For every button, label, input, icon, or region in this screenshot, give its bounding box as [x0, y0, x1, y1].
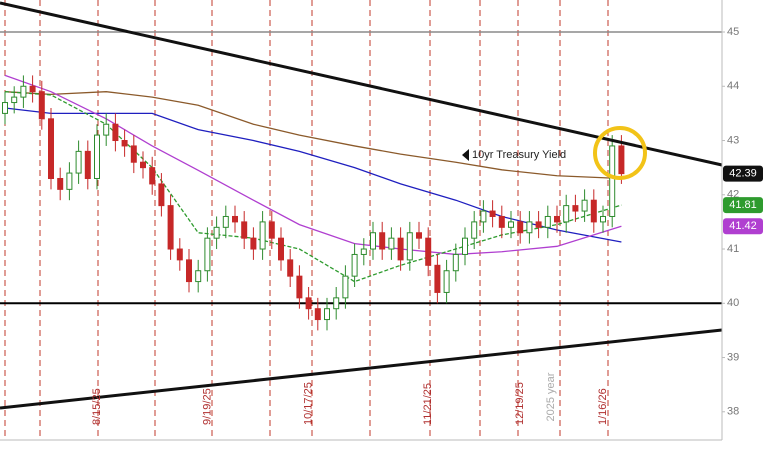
x-tick-label: 9/19/25	[201, 388, 213, 425]
candle-body	[554, 215, 560, 223]
candle-body	[406, 232, 413, 261]
candle-body	[609, 145, 616, 217]
candle-body	[296, 275, 303, 299]
candle-body	[186, 259, 192, 283]
y-tick-label: 39	[727, 351, 739, 363]
highlight-circle	[593, 126, 647, 180]
candle-body	[489, 210, 496, 217]
candle-body	[600, 215, 606, 223]
candle-body	[278, 237, 284, 261]
candle-body	[222, 215, 229, 228]
candle-body	[2, 102, 8, 114]
candle-body	[351, 253, 358, 277]
candle-body	[480, 210, 487, 223]
price-label: 41.81	[729, 199, 757, 211]
annotation-pointer	[462, 149, 469, 161]
candle-body	[333, 297, 340, 310]
price-label: 42.39	[729, 168, 757, 180]
candle-body	[250, 237, 257, 250]
plot	[0, 31, 722, 331]
candle-body	[471, 221, 478, 239]
candle-body	[535, 221, 542, 228]
candle-body	[130, 145, 137, 163]
trend-line	[0, 328, 723, 410]
y-tick-label: 44	[727, 80, 739, 92]
candle-body	[259, 221, 266, 250]
candle-body	[195, 270, 202, 283]
candle-body	[84, 150, 91, 179]
candle-body	[425, 237, 432, 266]
moving-average	[4, 91, 622, 180]
candle-body	[112, 123, 119, 142]
candle-body	[94, 134, 100, 179]
candle-body	[121, 140, 128, 147]
price-label-box	[723, 197, 763, 214]
candle-body	[66, 172, 73, 190]
y-tick-label: 38	[727, 406, 739, 418]
candle-body	[287, 259, 294, 277]
candle-body	[416, 232, 422, 239]
x-tick-label: 10/17/25	[303, 382, 315, 425]
candle-body	[526, 221, 533, 234]
candle-body	[443, 270, 450, 293]
candle-body	[590, 199, 597, 223]
candle-body	[75, 150, 82, 174]
y-tick-label: 43	[727, 134, 739, 146]
candle-body	[241, 221, 248, 239]
candle-body	[360, 248, 367, 255]
candle-body	[140, 161, 146, 169]
candle-body	[158, 183, 165, 207]
candle-body	[167, 205, 174, 250]
price-label-box	[723, 218, 763, 235]
candle-body	[498, 215, 505, 228]
candle-body	[544, 215, 551, 228]
candle-body	[176, 248, 183, 261]
candle-body	[213, 226, 220, 239]
x-tick-label: 8/15/25	[91, 388, 103, 425]
candle-body	[204, 237, 211, 272]
candle-body	[508, 221, 514, 228]
candle-body	[397, 237, 404, 261]
price-label-box	[723, 165, 763, 182]
candle-body	[232, 215, 238, 223]
candle-body	[268, 221, 275, 239]
candle-body	[462, 237, 468, 255]
x-tick-label: 1/16/26	[597, 388, 609, 425]
candle-body	[103, 123, 110, 136]
candle-body	[324, 308, 330, 321]
price-label: 41.42	[729, 220, 757, 232]
candle-body	[434, 264, 441, 293]
candle-body	[20, 85, 27, 98]
candle-body	[29, 85, 36, 93]
candle-body	[581, 199, 588, 212]
candle-body	[305, 297, 312, 310]
year-label: 2025 year	[545, 372, 557, 421]
y-tick-label: 41	[727, 243, 739, 255]
y-tick-label: 45	[727, 26, 739, 38]
candle-body	[379, 232, 386, 250]
candle-body	[149, 167, 156, 185]
candle-body	[314, 308, 321, 321]
candle-body	[342, 275, 349, 299]
y-tick-label: 40	[727, 297, 739, 309]
candle-body	[388, 237, 395, 250]
candle-body	[11, 96, 18, 104]
x-tick-label: 11/21/25	[422, 383, 434, 425]
candle-body	[48, 118, 54, 179]
candle-body	[57, 177, 64, 190]
x-tick-label: 12/19/25	[514, 382, 526, 425]
annotation: 10yr Treasury Yield	[472, 149, 566, 161]
candle-body	[572, 205, 579, 212]
candle-body	[452, 253, 459, 272]
candle-body	[563, 205, 570, 223]
candle-body	[618, 145, 625, 175]
candle-body	[517, 221, 524, 234]
candle-body	[370, 232, 376, 250]
candle-body	[38, 91, 45, 120]
